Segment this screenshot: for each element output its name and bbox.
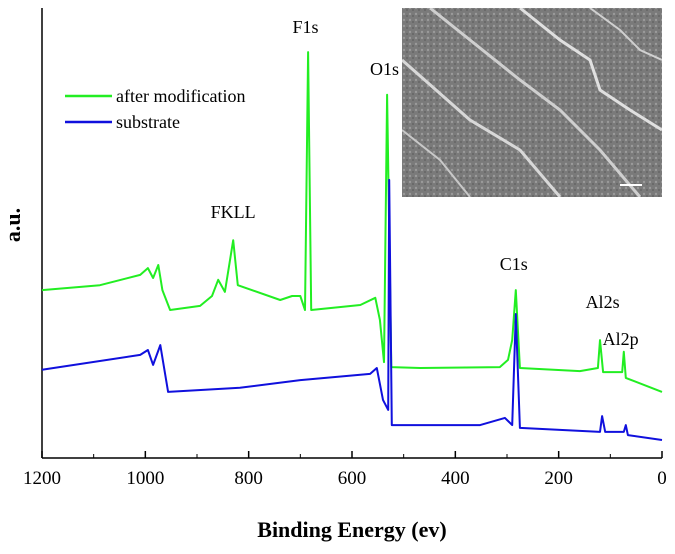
x-axis-label: Binding Energy (ev) xyxy=(257,517,446,542)
legend-label: after modification xyxy=(116,86,245,106)
y-axis-label: a.u. xyxy=(0,208,25,242)
peak-label: C1s xyxy=(500,254,528,274)
peak-label: O1s xyxy=(370,59,399,79)
series-line xyxy=(41,51,663,393)
legend-label: substrate xyxy=(116,112,180,132)
x-tick-label: 600 xyxy=(338,468,367,489)
peak-label: Al2p xyxy=(603,329,639,349)
x-tick-label: 1000 xyxy=(126,468,164,489)
series-line xyxy=(41,178,663,441)
peak-label: Al2s xyxy=(586,292,620,312)
x-tick-label: 200 xyxy=(544,468,573,489)
x-tick-label: 800 xyxy=(234,468,263,489)
x-tick-label: 400 xyxy=(441,468,470,489)
x-tick-label: 0 xyxy=(657,468,667,489)
inset-image xyxy=(402,8,662,197)
x-tick-label: 1200 xyxy=(23,468,61,489)
peak-label: FKLL xyxy=(211,202,256,222)
peak-label: F1s xyxy=(292,17,318,37)
